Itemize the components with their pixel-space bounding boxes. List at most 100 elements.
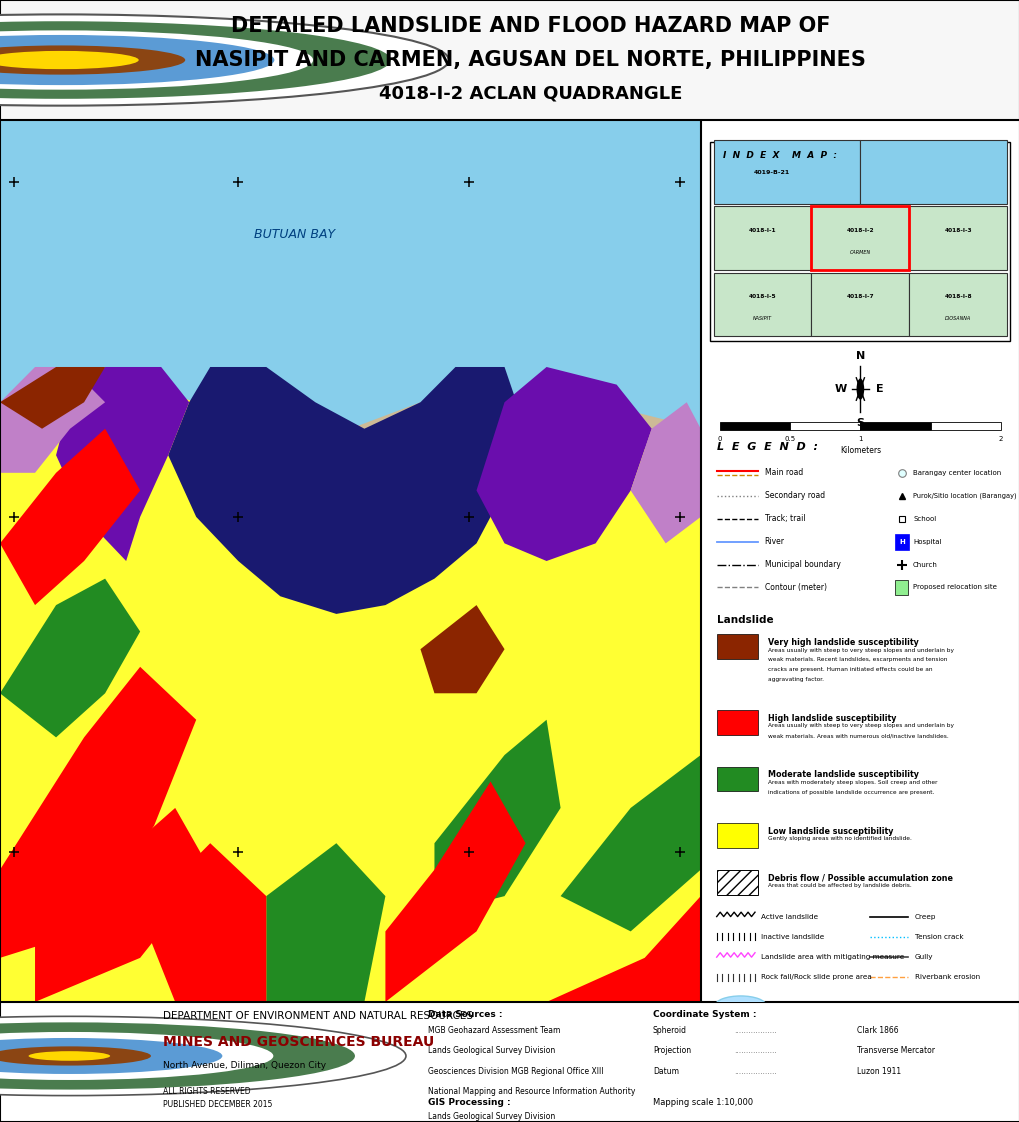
Text: W: W: [834, 384, 846, 394]
Text: CARMEN: CARMEN: [849, 250, 870, 255]
Text: weak materials. Areas with numerous old/inactive landslides.: weak materials. Areas with numerous old/…: [767, 733, 948, 738]
Text: 4018-I-1: 4018-I-1: [748, 228, 775, 233]
Text: Tension crack: Tension crack: [914, 934, 962, 940]
Text: High landslide susceptibility: High landslide susceptibility: [767, 714, 896, 723]
Text: Creep: Creep: [914, 913, 935, 920]
Polygon shape: [266, 844, 385, 1002]
Text: 4018-I-3: 4018-I-3: [944, 228, 971, 233]
Text: 125°18'0"E: 125°18'0"E: [0, 1012, 34, 1019]
Bar: [895, 580, 907, 596]
Text: Very high flood susceptibility: Very high flood susceptibility: [767, 1079, 900, 1088]
Text: Church: Church: [912, 561, 937, 568]
Circle shape: [0, 1038, 222, 1074]
Bar: [894, 534, 908, 550]
Circle shape: [0, 30, 313, 90]
Polygon shape: [140, 844, 266, 1002]
Text: GIS Processing :: GIS Processing :: [428, 1098, 511, 1107]
Text: These areas are immediately flooded during heavy rains: These areas are immediately flooded duri…: [767, 1109, 934, 1114]
Text: cracks are present. Human initiated effects could be an: cracks are present. Human initiated effe…: [767, 666, 931, 672]
Polygon shape: [0, 579, 140, 737]
Bar: [713, 140, 860, 204]
Text: aggravating factor.: aggravating factor.: [767, 677, 823, 682]
Text: Recent landslide deposits: Recent landslide deposits: [770, 1021, 859, 1027]
Text: MGB Geohazard Assessment Team: MGB Geohazard Assessment Team: [428, 1026, 560, 1034]
Text: Landslide area with mitigating measure: Landslide area with mitigating measure: [760, 954, 904, 960]
Text: ..................: ..................: [734, 1067, 776, 1076]
Circle shape: [0, 35, 274, 85]
Text: Lands Geological Survey Division: Lands Geological Survey Division: [428, 1112, 555, 1121]
Text: L  E  G  E  N  D  :: L E G E N D :: [716, 442, 817, 452]
Text: North Avenue, Diliman, Quezon City: North Avenue, Diliman, Quezon City: [163, 1061, 326, 1070]
Polygon shape: [546, 896, 700, 1002]
Text: Transverse Mercator: Transverse Mercator: [856, 1047, 933, 1056]
Bar: [929, 422, 1000, 431]
Polygon shape: [35, 808, 210, 1002]
Text: DIOSANNA: DIOSANNA: [945, 315, 970, 321]
Text: Moderate landslide susceptibility: Moderate landslide susceptibility: [767, 770, 918, 779]
Text: DEPARTMENT OF ENVIRONMENT AND NATURAL RESOURCES: DEPARTMENT OF ENVIRONMENT AND NATURAL RE…: [163, 1011, 473, 1021]
Polygon shape: [56, 367, 189, 561]
Text: Geosciences Division MGB Regional Office XIII: Geosciences Division MGB Regional Office…: [428, 1067, 603, 1076]
Text: School: School: [912, 516, 935, 522]
Text: H: H: [898, 539, 904, 544]
Text: Areas susceptible to ground subsidence/sinkhole development: Areas susceptible to ground subsidence/s…: [770, 1039, 989, 1046]
Text: Barangay center location: Barangay center location: [912, 470, 1001, 476]
Circle shape: [0, 1032, 273, 1080]
Text: Areas usually with steep to very steep slopes and underlain by: Areas usually with steep to very steep s…: [767, 647, 953, 653]
Text: 125°20'0"E: 125°20'0"E: [449, 1012, 489, 1019]
Polygon shape: [0, 666, 196, 958]
Text: 1: 1: [857, 435, 862, 442]
Text: I  N  D  E  X    M  A  P  :: I N D E X M A P :: [722, 151, 837, 160]
Text: Flood: Flood: [716, 1057, 749, 1067]
Bar: [716, 870, 757, 894]
Text: 0.5: 0.5: [784, 435, 795, 442]
Text: Secondary road: Secondary road: [764, 491, 824, 500]
Circle shape: [0, 45, 185, 75]
Circle shape: [29, 1051, 110, 1060]
Text: Areas usually with steep to very steep slopes and underlain by: Areas usually with steep to very steep s…: [767, 724, 953, 728]
Text: 2: 2: [998, 435, 1002, 442]
Bar: [790, 422, 860, 431]
Text: NASIPIT AND CARMEN, AGUSAN DEL NORTE, PHILIPPINES: NASIPIT AND CARMEN, AGUSAN DEL NORTE, PH…: [195, 50, 865, 70]
Text: Lands Geological Survey Division: Lands Geological Survey Division: [428, 1047, 555, 1056]
Text: 125°21'0"E: 125°21'0"E: [659, 1012, 699, 1019]
Text: weak materials. Recent landslides, escarpments and tension: weak materials. Recent landslides, escar…: [767, 657, 947, 662]
Text: National Mapping and Resource Information Authority: National Mapping and Resource Informatio…: [428, 1087, 635, 1096]
Bar: [908, 273, 1006, 337]
Text: Rock fall/Rock slide prone area: Rock fall/Rock slide prone area: [760, 974, 871, 981]
Bar: [860, 140, 1006, 204]
Text: Areas with moderately steep slopes. Soil creep and other: Areas with moderately steep slopes. Soil…: [767, 780, 936, 785]
Bar: [716, 824, 757, 848]
Circle shape: [0, 1047, 151, 1066]
Text: Purok/Sitio location (Barangay): Purok/Sitio location (Barangay): [912, 493, 1016, 499]
Polygon shape: [476, 367, 651, 561]
Text: Debris flow / Possible accumulation zone: Debris flow / Possible accumulation zone: [767, 873, 952, 882]
Ellipse shape: [714, 1014, 765, 1033]
Text: Proposed relocation site: Proposed relocation site: [912, 585, 996, 590]
Bar: [713, 206, 811, 270]
Text: Main road: Main road: [764, 468, 802, 477]
Text: Inactive landslide: Inactive landslide: [760, 934, 823, 940]
Ellipse shape: [714, 996, 765, 1015]
Text: Areas likely to experience flood heights of greater than: Areas likely to experience flood heights…: [767, 1089, 930, 1095]
Polygon shape: [168, 367, 525, 614]
Bar: [716, 766, 757, 791]
Bar: [908, 206, 1006, 270]
Text: Low landslide susceptibility: Low landslide susceptibility: [767, 827, 893, 836]
Circle shape: [856, 378, 863, 399]
Text: Active landslide: Active landslide: [760, 913, 817, 920]
Bar: [709, 142, 1010, 341]
Text: Riverbank erosion: Riverbank erosion: [914, 974, 979, 981]
Polygon shape: [0, 367, 105, 429]
Polygon shape: [560, 755, 700, 931]
Polygon shape: [630, 403, 700, 543]
Polygon shape: [385, 781, 525, 1002]
Text: 125°19'0"E: 125°19'0"E: [218, 1012, 258, 1019]
Text: BUTUAN BAY: BUTUAN BAY: [254, 228, 334, 241]
Text: ..................: ..................: [734, 1047, 776, 1056]
Text: of several hours; include landforms of topographic lows: of several hours; include landforms of t…: [767, 1119, 931, 1122]
Text: 4019-B-21: 4019-B-21: [753, 169, 790, 175]
Text: Kilometers: Kilometers: [839, 447, 880, 456]
Text: 4018-I-2: 4018-I-2: [846, 228, 873, 233]
Text: Mapping scale 1:10,000: Mapping scale 1:10,000: [652, 1098, 752, 1107]
